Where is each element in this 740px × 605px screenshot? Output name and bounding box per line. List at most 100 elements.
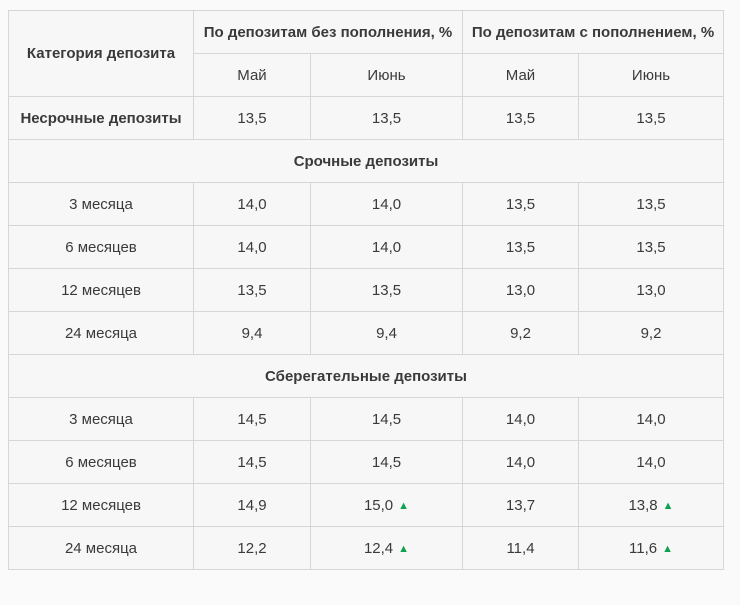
rate-cell: 13,0 <box>578 268 724 312</box>
deposit-rates-table-container: Категория депозита По депозитам без попо… <box>8 10 724 570</box>
rate-value: 9,4 <box>376 324 397 342</box>
rate-cell: 14,0 <box>193 225 311 269</box>
rate-cell: 13,5 <box>462 182 579 226</box>
section-row: Срочные депозиты <box>8 139 724 183</box>
rate-value: 14,0 <box>636 410 666 428</box>
rate-cell: 13,5 <box>578 225 724 269</box>
rate-value: 14,0 <box>636 453 666 471</box>
section-title: Сберегательные депозиты <box>8 354 724 398</box>
rate-cell: 14,0 <box>310 182 463 226</box>
rate-value: 13,5 <box>371 281 402 299</box>
rate-cell: 14,5 <box>193 397 311 441</box>
rate-value: 11,4 <box>506 539 535 557</box>
rate-cell: 14,0 <box>578 397 724 441</box>
rate-cell: 14,0 <box>578 440 724 484</box>
table-row: 6 месяцев 14,5 14,5 14,0 14,0 <box>8 440 724 484</box>
rate-value: 14,5 <box>237 453 267 471</box>
up-triangle-icon: ▲ <box>662 542 673 555</box>
table-row: 12 месяцев 13,5 13,5 13,0 13,0 <box>8 268 724 312</box>
month-header-june-2: Июнь <box>578 53 724 97</box>
rate-cell: 13,5 <box>310 96 463 140</box>
rate-cell: 13,5 <box>462 96 579 140</box>
table-row: 24 месяца 12,2 12,4 ▲ 11,4 11,6 ▲ <box>8 526 724 570</box>
rate-cell: 11,6 ▲ <box>578 526 724 570</box>
month-header-june-1: Июнь <box>310 53 463 97</box>
rate-cell: 14,5 <box>193 440 311 484</box>
category-header-cell: Категория депозита <box>8 10 194 97</box>
rate-value: 13,0 <box>636 281 666 299</box>
rate-cell: 12,2 <box>193 526 311 570</box>
rate-value: 14,0 <box>371 238 402 256</box>
rate-value: 14,5 <box>371 410 402 428</box>
table-row: 24 месяца 9,4 9,4 9,2 9,2 <box>8 311 724 355</box>
group-header-without-topup: По депозитам без пополнения, % <box>193 10 463 54</box>
rate-cell: 13,5 <box>462 225 579 269</box>
rate-cell: 14,0 <box>310 225 463 269</box>
rate-value: 13,5 <box>636 109 666 127</box>
rate-cell: 9,2 <box>462 311 579 355</box>
up-triangle-icon: ▲ <box>398 499 410 512</box>
rate-cell: 14,0 <box>193 182 311 226</box>
rate-cell: 14,0 <box>462 397 579 441</box>
table-row: Несрочные депозиты 13,5 13,5 13,5 13,5 <box>8 96 724 140</box>
rate-value: 13,7 <box>505 496 536 514</box>
deposit-rates-table: Категория депозита По депозитам без попо… <box>8 10 724 570</box>
rate-value: 14,9 <box>237 496 267 514</box>
table-header-row-groups: Категория депозита По депозитам без попо… <box>8 10 724 97</box>
rate-cell: 13,7 <box>462 483 579 527</box>
table-row: 12 месяцев 14,9 15,0 ▲ 13,7 13,8 ▲ <box>8 483 724 527</box>
rate-cell: 14,5 <box>310 440 463 484</box>
row-label: 12 месяцев <box>8 268 194 312</box>
rate-value: 13,0 <box>505 281 536 299</box>
month-header-may-2: Май <box>462 53 579 97</box>
rate-cell: 9,2 <box>578 311 724 355</box>
rate-cell: 13,8 ▲ <box>578 483 724 527</box>
rate-value: 14,0 <box>371 195 402 213</box>
row-label: 6 месяцев <box>8 440 194 484</box>
rate-value: 15,0 <box>363 496 394 514</box>
rate-value: 13,5 <box>636 238 666 256</box>
rate-cell: 9,4 <box>193 311 311 355</box>
section-title: Срочные депозиты <box>8 139 724 183</box>
rate-value: 11,6 <box>629 539 658 557</box>
section-row: Сберегательные депозиты <box>8 354 724 398</box>
rate-value: 13,5 <box>505 109 536 127</box>
rate-value: 13,5 <box>237 109 267 127</box>
rate-cell: 14,5 <box>310 397 463 441</box>
rate-cell: 12,4 ▲ <box>310 526 463 570</box>
up-triangle-icon: ▲ <box>662 499 674 512</box>
table-row: 3 месяца 14,0 14,0 13,5 13,5 <box>8 182 724 226</box>
rate-cell: 11,4 <box>462 526 579 570</box>
rate-value: 13,5 <box>636 195 666 213</box>
rate-cell: 13,5 <box>310 268 463 312</box>
rate-cell: 13,5 <box>578 182 724 226</box>
up-triangle-icon: ▲ <box>398 542 410 555</box>
rate-cell: 13,5 <box>193 268 311 312</box>
rate-value: 13,8 <box>628 496 658 514</box>
rate-cell: 9,4 <box>310 311 463 355</box>
rate-value: 12,4 <box>363 539 394 557</box>
rate-value: 13,5 <box>505 238 536 256</box>
month-header-may-1: Май <box>193 53 311 97</box>
group-header-with-topup: По депозитам с пополнением, % <box>462 10 724 54</box>
row-label: 24 месяца <box>8 526 194 570</box>
rate-value: 14,5 <box>237 410 267 428</box>
rate-value: 14,0 <box>237 238 267 256</box>
rate-value: 14,5 <box>371 453 402 471</box>
rate-value: 14,0 <box>237 195 267 213</box>
table-row: 3 месяца 14,5 14,5 14,0 14,0 <box>8 397 724 441</box>
rate-cell: 14,9 <box>193 483 311 527</box>
rate-cell: 15,0 ▲ <box>310 483 463 527</box>
rate-value: 14,0 <box>505 453 536 471</box>
row-label: 6 месяцев <box>8 225 194 269</box>
rate-value: 12,2 <box>237 539 267 557</box>
table-row: 6 месяцев 14,0 14,0 13,5 13,5 <box>8 225 724 269</box>
rate-cell: 14,0 <box>462 440 579 484</box>
rate-cell: 13,5 <box>193 96 311 140</box>
rate-cell: 13,0 <box>462 268 579 312</box>
rate-value: 13,5 <box>505 195 536 213</box>
row-label: Несрочные депозиты <box>8 96 194 140</box>
table-header-row-months: Май Июнь Май Июнь <box>9 53 724 97</box>
rate-value: 9,2 <box>510 324 531 342</box>
row-label: 24 месяца <box>8 311 194 355</box>
